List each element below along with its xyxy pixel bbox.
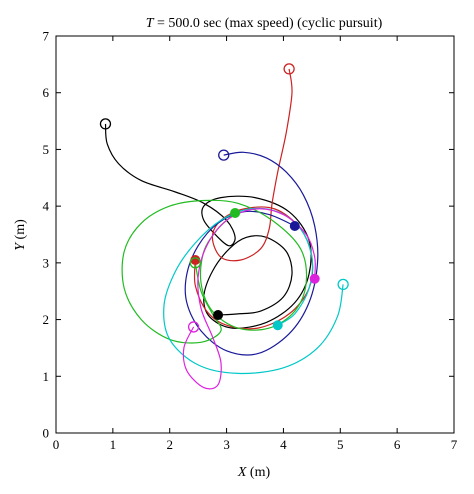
y-axis-label: Y (m) xyxy=(13,219,28,251)
end-marker-3 xyxy=(230,207,241,218)
x-tick-label: 4 xyxy=(280,437,287,452)
y-tick-label: 4 xyxy=(43,199,50,214)
title-text: = 500.0 sec (max speed) (cyclic pursuit) xyxy=(154,16,383,31)
end-marker-2 xyxy=(289,220,300,231)
trajectory-0 xyxy=(104,123,312,329)
y-tick-label: 0 xyxy=(43,426,50,441)
y-tick-label: 2 xyxy=(43,312,50,327)
x-tick-label: 3 xyxy=(223,437,230,452)
y-tick-label: 5 xyxy=(43,142,50,157)
end-marker-4 xyxy=(272,320,283,331)
y-tick-label: 3 xyxy=(43,255,50,270)
trajectory-3 xyxy=(121,199,308,344)
x-tick-label: 0 xyxy=(53,437,60,452)
trajectory-2 xyxy=(184,151,319,356)
start-marker-5 xyxy=(187,321,200,333)
end-marker-5 xyxy=(309,273,320,284)
x-tick-label: 1 xyxy=(110,437,117,452)
y-tick-label: 1 xyxy=(43,369,50,384)
y-axis-unit: (m) xyxy=(13,219,28,243)
chart-title: T = 500.0 sec (max speed) (cyclic pursui… xyxy=(146,16,383,31)
plot-area: 0 1 2 3 4 5 6 7 0 1 2 3 4 5 6 7 xyxy=(43,29,458,453)
y-tick-label: 6 xyxy=(43,85,50,100)
trajectory-4 xyxy=(163,207,344,375)
x-tick-label: 2 xyxy=(166,437,173,452)
start-marker-2 xyxy=(218,149,230,161)
start-marker-1 xyxy=(283,63,295,75)
end-marker-1 xyxy=(190,255,201,266)
x-axis-unit: (m) xyxy=(246,465,270,480)
x-tick-label: 7 xyxy=(451,437,458,452)
title-variable: T xyxy=(146,16,155,31)
start-marker-3 xyxy=(189,257,201,269)
trajectory-1 xyxy=(193,68,314,330)
plot-frame xyxy=(55,35,455,434)
x-axis-label: X (m) xyxy=(237,465,271,480)
y-axis-variable: Y xyxy=(13,241,28,251)
end-marker-0 xyxy=(213,310,224,321)
start-marker-0 xyxy=(99,118,112,130)
x-tick-label: 6 xyxy=(394,437,401,452)
start-marker-4 xyxy=(337,278,349,291)
x-tick-label: 5 xyxy=(337,437,344,452)
x-axis-variable: X xyxy=(237,465,247,480)
y-tick-label: 7 xyxy=(43,29,50,44)
